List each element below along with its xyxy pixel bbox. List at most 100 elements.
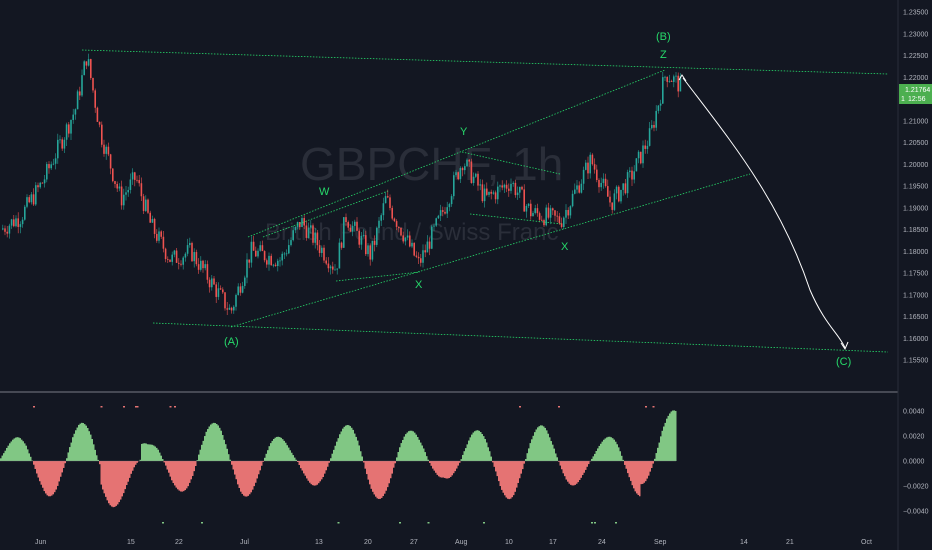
candle-body	[534, 208, 536, 213]
candle-body	[607, 186, 609, 197]
candle-body	[442, 210, 444, 212]
candle-body	[336, 268, 338, 270]
histogram-bar	[564, 461, 566, 477]
price-tick-label: 1.19500	[903, 184, 928, 191]
histogram-bar	[550, 441, 552, 461]
candle-body	[123, 194, 125, 206]
histogram-bar	[154, 446, 156, 461]
candle-body	[455, 172, 457, 176]
histogram-bar	[79, 423, 81, 461]
histogram-bar	[439, 461, 441, 478]
candle-body	[74, 109, 77, 115]
time-tick-label: 24	[598, 539, 606, 546]
histogram-bar	[273, 438, 275, 461]
candle-body	[281, 253, 283, 261]
trendlines[interactable]	[81, 49, 889, 353]
histogram-bar	[190, 461, 192, 480]
time-tick-label: Oct	[861, 539, 872, 546]
histogram-bar	[399, 447, 401, 461]
histogram-bar	[211, 423, 213, 461]
candle-body	[173, 250, 176, 255]
histogram-bar	[643, 461, 645, 483]
x-wave-base-line[interactable]	[335, 271, 421, 282]
histogram-bar	[6, 447, 8, 461]
histogram-bar	[565, 461, 567, 480]
candle-body	[351, 225, 354, 232]
histogram-bar	[169, 461, 171, 477]
candle-body	[48, 164, 50, 169]
histogram-bar	[522, 461, 524, 470]
candle-body	[497, 186, 499, 200]
candle-body	[246, 259, 248, 278]
histogram-bar	[91, 439, 93, 461]
histogram-bar	[102, 461, 104, 490]
histogram-bar	[37, 461, 39, 478]
candle-body	[261, 245, 264, 252]
histogram-bar	[270, 443, 272, 461]
histogram-bar	[187, 461, 189, 487]
oscillator-tick-label: 0.0020	[903, 434, 925, 441]
histogram-bar	[666, 418, 668, 461]
histogram-bar	[465, 448, 467, 461]
histogram-bar	[628, 461, 630, 478]
histogram-bar	[514, 461, 516, 492]
histogram-bar	[346, 425, 348, 461]
candle-body	[10, 219, 13, 226]
lower-channel-line[interactable]	[152, 322, 889, 353]
signal-dot	[558, 406, 560, 408]
time-axis[interactable]: Jun 15 22 Jul 13 20 27 Aug 10 17 24 Sep 14 21 Oct	[35, 539, 872, 546]
oscillator-tick-label: 0.0040	[903, 409, 925, 416]
oscillator-axis[interactable]: 0.0040 0.0020 0.0000 −0.0020 −0.0040	[903, 409, 929, 516]
time-tick-label: 14	[740, 539, 748, 546]
histogram-bar	[196, 460, 198, 461]
wave-label-X1: X	[415, 279, 423, 291]
y-wave-lower-line[interactable]	[469, 213, 563, 225]
histogram-bar	[274, 437, 276, 461]
histogram-bar	[142, 443, 144, 461]
oscillator-histogram[interactable]	[0, 410, 677, 508]
histogram-bar	[255, 461, 257, 483]
candle-body	[98, 121, 101, 125]
projection-path[interactable]	[682, 77, 846, 349]
candle-body	[536, 208, 539, 214]
candle-body	[547, 207, 550, 218]
histogram-bar	[571, 461, 573, 486]
histogram-bar	[147, 444, 149, 461]
histogram-bar	[444, 461, 446, 478]
candle-body	[677, 75, 679, 92]
candle-body	[107, 146, 110, 155]
w-wave-line[interactable]	[262, 190, 389, 238]
rising-support-line[interactable]	[230, 173, 751, 328]
histogram-bar	[499, 461, 501, 487]
candle-body	[30, 194, 33, 203]
price-axis[interactable]: 1.235001.230001.225001.220001.215001.210…	[903, 10, 928, 365]
candle-body	[142, 196, 145, 211]
candle-body	[428, 241, 431, 249]
candle-body	[532, 212, 534, 217]
histogram-bar	[10, 441, 12, 461]
histogram-bar	[520, 461, 522, 474]
histogram-bar	[199, 449, 201, 461]
candle-body	[268, 255, 270, 265]
candle-body	[426, 241, 429, 253]
histogram-bar	[307, 461, 309, 481]
candle-body	[116, 183, 118, 189]
histogram-bar	[231, 461, 233, 465]
candle-body	[633, 171, 635, 180]
histogram-bar	[505, 461, 507, 498]
price-tick-label: 1.23000	[903, 31, 928, 38]
price-candles[interactable]	[2, 53, 682, 315]
histogram-bar	[183, 461, 185, 492]
histogram-bar	[105, 461, 107, 497]
histogram-bar	[450, 461, 452, 477]
histogram-bar	[544, 427, 546, 461]
upper-channel-line[interactable]	[81, 49, 889, 75]
histogram-bar	[562, 461, 564, 474]
histogram-bar	[361, 456, 363, 461]
histogram-bar	[214, 423, 216, 461]
histogram-bar	[7, 445, 9, 461]
histogram-bar	[657, 447, 659, 461]
histogram-bar	[34, 461, 36, 469]
histogram-bar	[195, 461, 197, 466]
